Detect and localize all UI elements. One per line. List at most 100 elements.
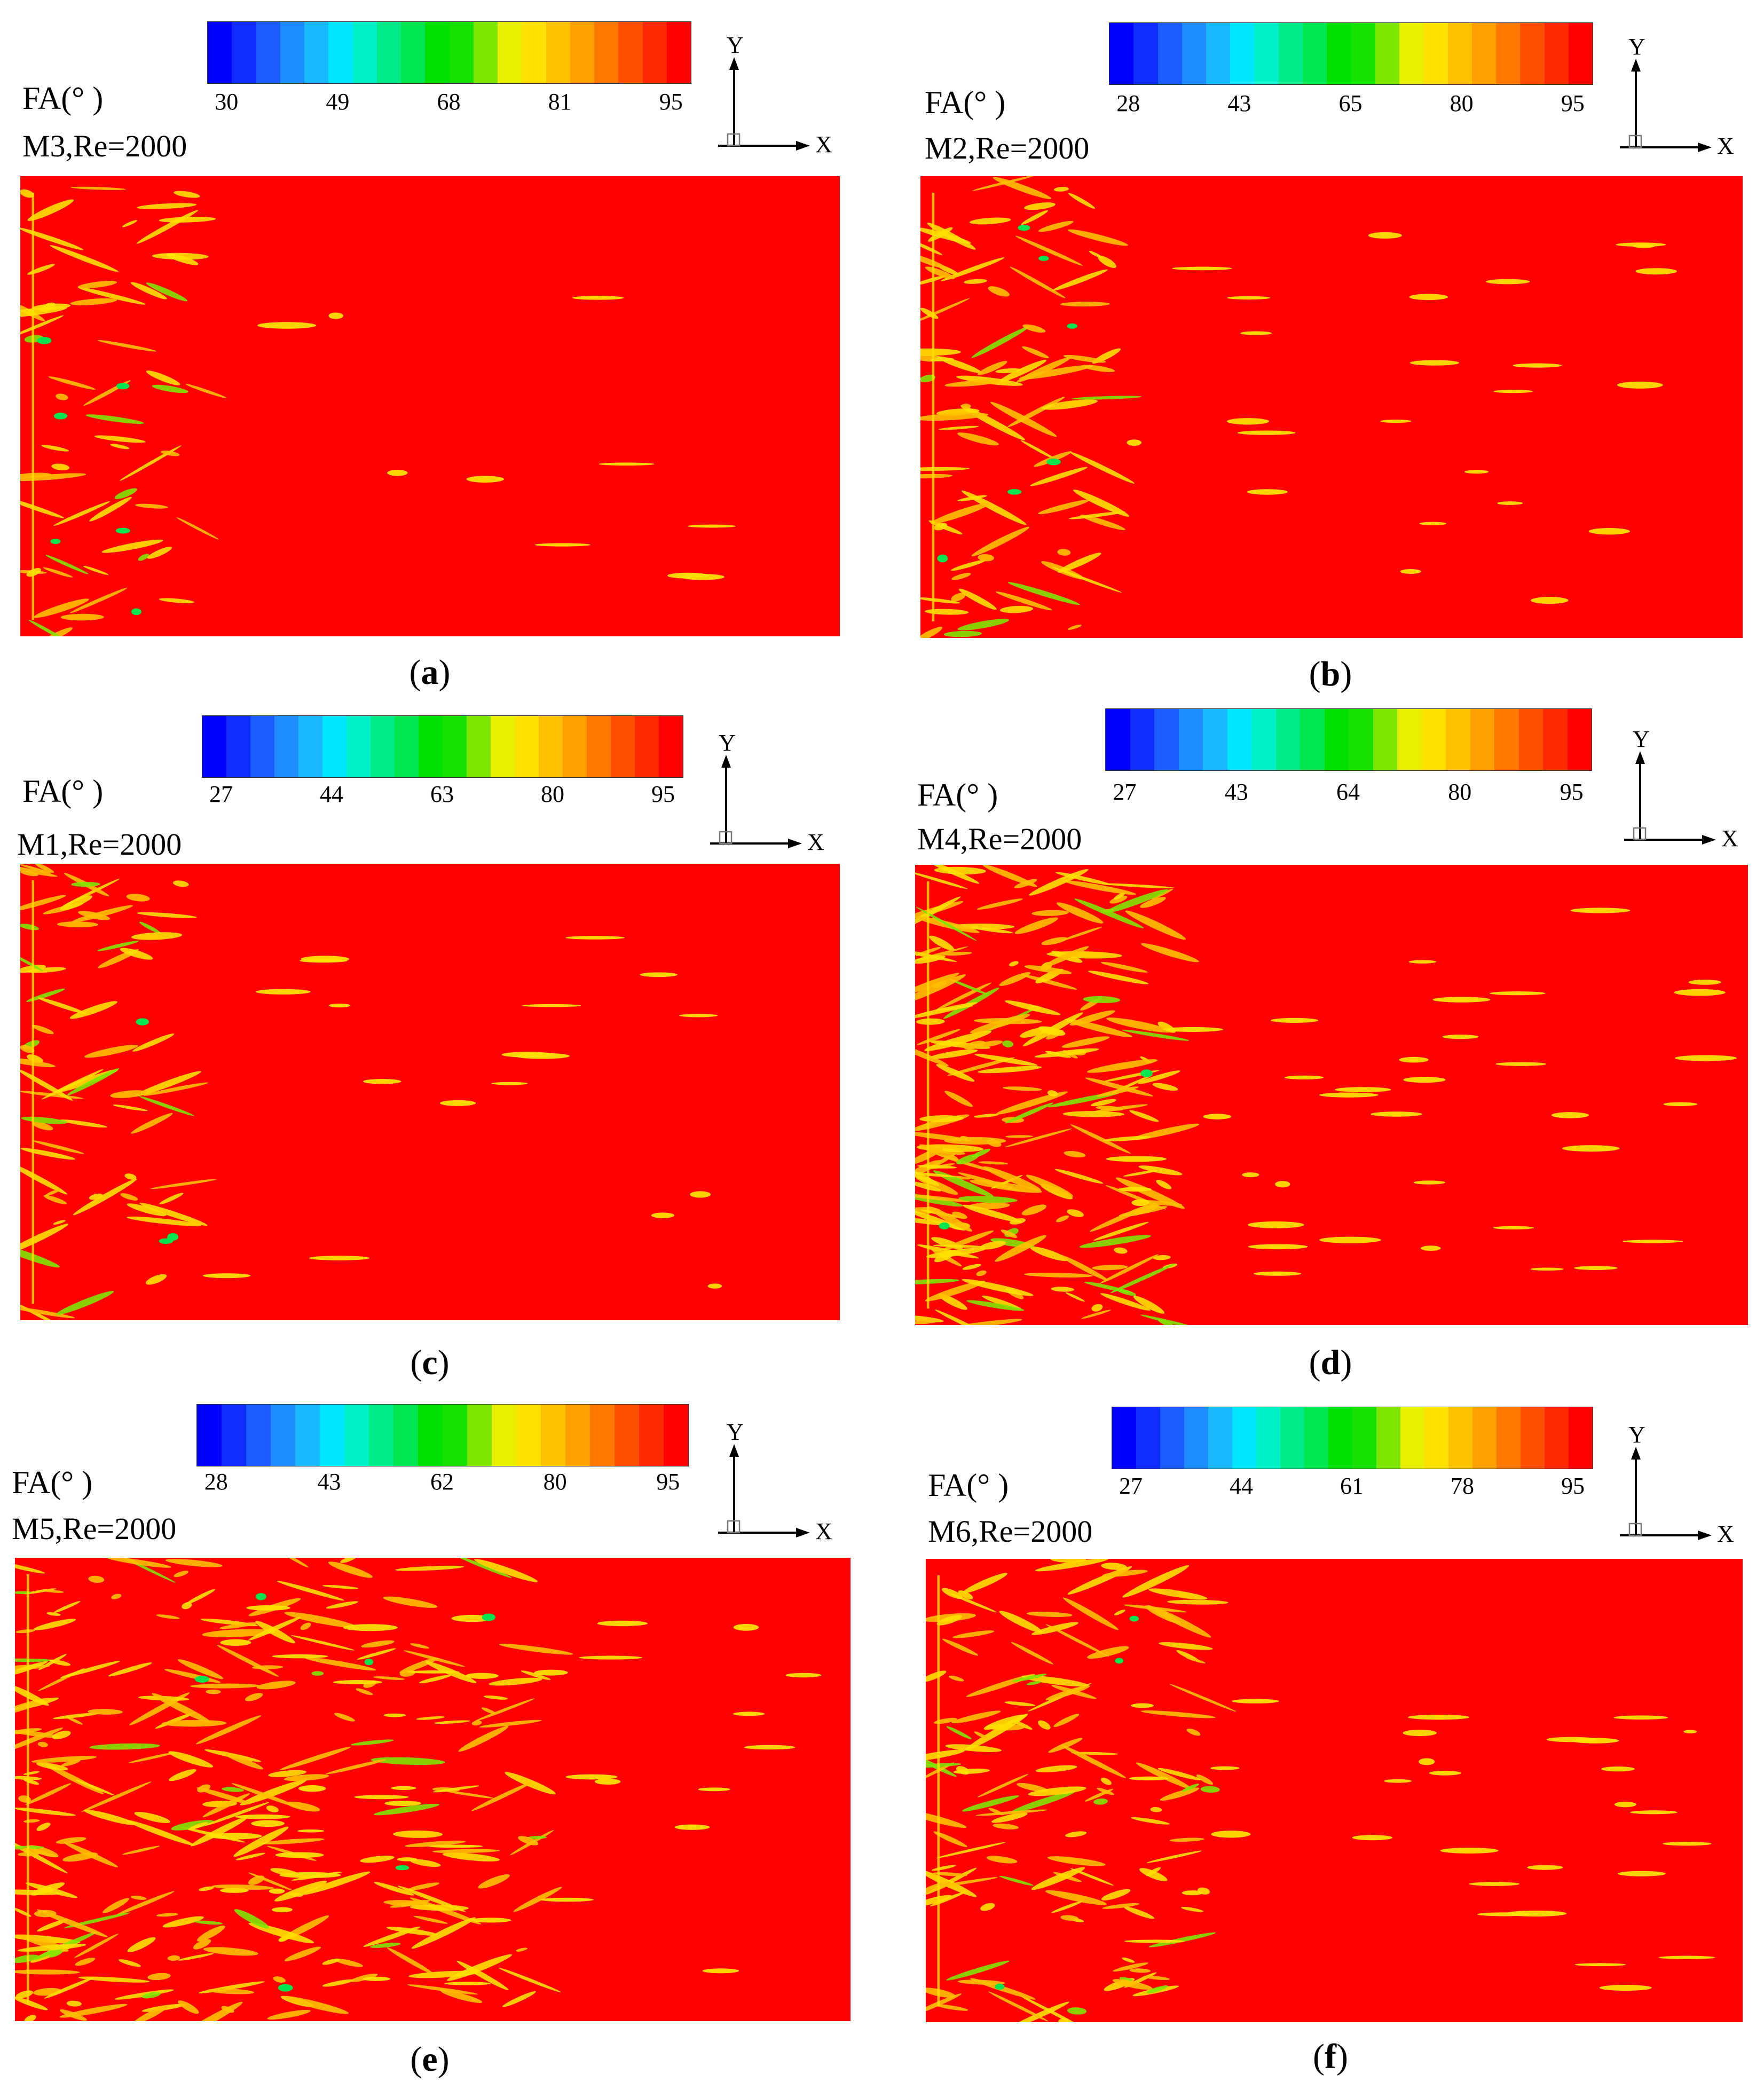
fa-streak xyxy=(499,1644,573,1655)
case-label: M2,Re=2000 xyxy=(925,131,1090,165)
fa-streak xyxy=(1041,399,1098,410)
fa-streak xyxy=(106,1558,171,1568)
fa-streak xyxy=(284,1946,321,1961)
colorbar-segment xyxy=(395,716,419,777)
fa-streak xyxy=(152,253,209,260)
fa-streak xyxy=(15,1661,48,1677)
fa-streak xyxy=(1005,1135,1034,1138)
fa-streak xyxy=(37,1919,68,1932)
fa-streak xyxy=(934,866,986,874)
fa-streak xyxy=(220,1639,251,1646)
fa-streak xyxy=(32,1024,54,1035)
colorbar-segment xyxy=(491,716,515,777)
fa-streak xyxy=(1056,1215,1069,1223)
fa-streak xyxy=(384,1801,421,1807)
fa-streak xyxy=(139,921,161,934)
fa-streak xyxy=(328,1561,373,1578)
fa-streak xyxy=(1131,1817,1170,1825)
fa-streak xyxy=(1005,1102,1053,1124)
fa-streak xyxy=(33,1619,76,1630)
fa-streak xyxy=(474,1698,535,1722)
fa-streak xyxy=(1088,971,1149,984)
fa-streak xyxy=(298,1785,326,1792)
fa-streak xyxy=(31,1756,97,1763)
fa-streak xyxy=(982,865,1038,887)
fa-streak xyxy=(974,1054,1038,1066)
fa-streak xyxy=(204,1802,270,1826)
colorbar-tick-label: 64 xyxy=(1336,779,1360,805)
fa-streak xyxy=(103,1898,129,1913)
fa-streak xyxy=(1010,266,1066,298)
origin-box-icon xyxy=(719,831,733,845)
fa-streak xyxy=(108,1662,152,1677)
fa-streak xyxy=(114,1989,174,2000)
fa-streak xyxy=(1048,1738,1083,1753)
fa-streak xyxy=(1007,582,1080,605)
fa-streak xyxy=(924,609,969,615)
fa-streak xyxy=(15,1907,32,1917)
fa-streak xyxy=(1117,1289,1137,1296)
fa-streak xyxy=(20,1244,60,1268)
fa-streak xyxy=(152,1693,211,1724)
fa-streak xyxy=(1087,1646,1129,1659)
fa-contour-pattern xyxy=(915,865,1737,1325)
colorbar-segment xyxy=(1254,23,1279,84)
fa-streak xyxy=(1409,294,1448,301)
fa-streak xyxy=(444,1982,491,1985)
fa-streak xyxy=(1047,1090,1058,1097)
fa-streak xyxy=(395,1565,464,1571)
colorbar-segment xyxy=(618,22,643,83)
fa-streak xyxy=(38,1668,85,1691)
fa-streak xyxy=(933,1872,967,1876)
fa-streak xyxy=(1123,1170,1158,1177)
fa-streak xyxy=(1081,1310,1111,1319)
fa-streak xyxy=(222,1787,244,1792)
fa-streak xyxy=(1129,1968,1151,1973)
fa-streak xyxy=(124,1173,137,1180)
y-axis-letter: Y xyxy=(1633,726,1650,752)
quantity-label: FA(° ) xyxy=(22,774,104,809)
y-axis-letter: Y xyxy=(1628,34,1645,60)
fa-streak xyxy=(1614,1801,1636,1808)
fa-streak xyxy=(1617,1871,1666,1876)
fa-streak xyxy=(1574,1963,1626,1967)
fa-streak xyxy=(960,404,971,409)
colorbar-segment xyxy=(659,716,683,777)
fa-contour-pattern xyxy=(20,864,722,1320)
fa-streak xyxy=(744,1745,796,1750)
fa-streak xyxy=(1248,1244,1308,1250)
fa-streak xyxy=(1380,420,1412,423)
fa-streak xyxy=(71,905,133,922)
fa-streak xyxy=(26,1054,43,1063)
fa-streak xyxy=(1063,354,1106,363)
fa-streak xyxy=(1152,1083,1178,1091)
fa-streak xyxy=(1070,1124,1131,1154)
colorbar-tick-label: 95 xyxy=(659,89,683,115)
fa-streak xyxy=(640,972,678,977)
x-axis-letter: X xyxy=(1717,1521,1734,1547)
fa-streak xyxy=(915,1279,959,1285)
colorbar-segment xyxy=(615,1405,639,1466)
fa-streak xyxy=(1531,597,1569,604)
fa-streak xyxy=(993,177,1051,199)
colorbar-segment xyxy=(1133,23,1158,84)
fa-streak xyxy=(20,497,65,518)
fa-streak xyxy=(370,1943,401,1948)
colorbar-segment xyxy=(443,716,467,777)
fa-streak xyxy=(1068,511,1125,519)
fa-streak xyxy=(1169,1684,1237,1712)
case-label: M1,Re=2000 xyxy=(17,827,182,862)
colorbar xyxy=(1112,1407,1593,1469)
fa-streak xyxy=(1030,467,1088,486)
fa-streak xyxy=(1020,1027,1049,1038)
fa-streak xyxy=(49,1659,71,1666)
fa-streak xyxy=(933,1170,994,1197)
fa-streak xyxy=(122,1845,160,1855)
colorbar-segment xyxy=(1497,1407,1521,1469)
fa-hotspot xyxy=(364,1659,374,1666)
fa-streak xyxy=(132,2005,169,2021)
fa-streak xyxy=(991,1812,1028,1823)
colorbar-tick-label: 78 xyxy=(1451,1473,1474,1499)
fa-hotspot xyxy=(37,337,52,344)
fa-streak xyxy=(442,1852,500,1862)
